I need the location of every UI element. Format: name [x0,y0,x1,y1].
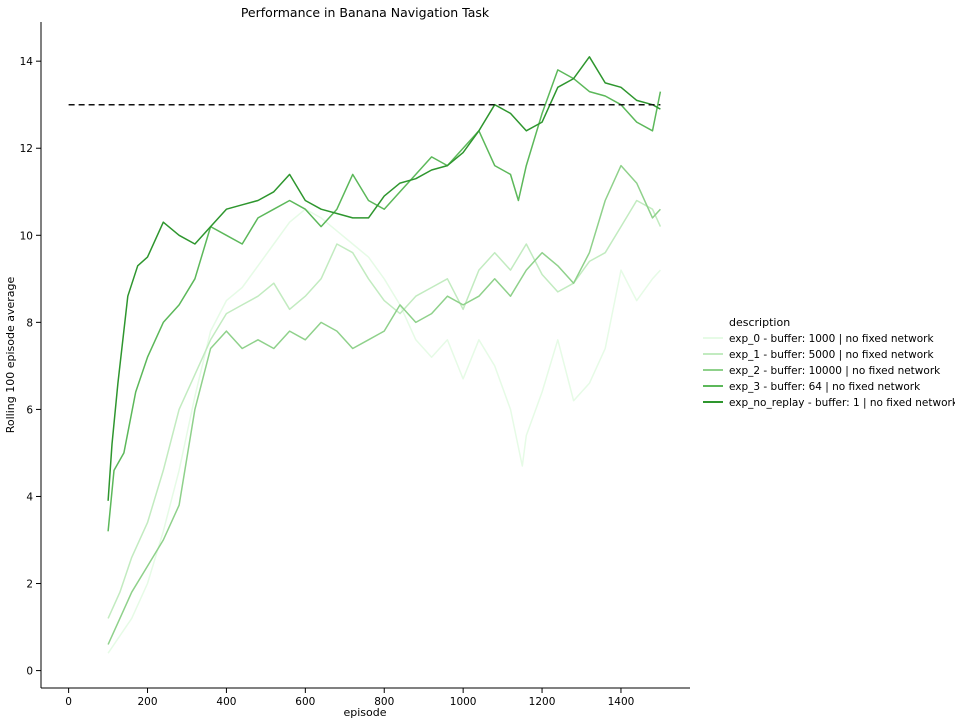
x-axis-label: episode [343,706,386,719]
y-tick-label: 6 [26,404,33,416]
x-tick-label: 600 [295,696,315,708]
x-tick-label: 400 [216,696,236,708]
y-tick-label: 8 [26,317,33,329]
y-tick-label: 2 [26,579,33,591]
x-tick-label: 0 [65,696,72,708]
x-tick-label: 1000 [450,696,477,708]
legend: description exp_0 - buffer: 1000 | no fi… [703,316,955,409]
y-tick-label: 10 [20,230,33,242]
legend-title: description [729,316,790,329]
x-tick-label: 1400 [608,696,635,708]
legend-label-0: exp_0 - buffer: 1000 | no fixed network [729,333,934,345]
y-tick-label: 4 [26,491,33,503]
y-tick-label: 14 [20,56,34,68]
x-axis-ticks: 0 200 400 600 800 1000 1200 1400 [65,688,634,708]
series-line-0 [107,208,661,654]
legend-label-4: exp_no_replay - buffer: 1 | no fixed net… [729,397,955,409]
x-tick-label: 1200 [529,696,556,708]
y-axis-label: Rolling 100 episode average [4,277,17,434]
legend-label-3: exp_3 - buffer: 64 | no fixed network [729,381,921,393]
x-tick-label: 200 [137,696,157,708]
y-tick-label: 12 [20,143,33,155]
x-tick-label: 800 [374,696,394,708]
plot-area [68,56,662,654]
legend-label-2: exp_2 - buffer: 10000 | no fixed network [729,365,941,377]
series-line-3 [107,69,662,532]
series-line-4 [107,56,661,501]
y-axis-ticks: 0 2 4 6 8 10 12 14 [20,56,41,678]
chart-title: Performance in Banana Navigation Task [241,5,490,20]
series-layer [107,56,662,654]
y-tick-label: 0 [26,666,33,678]
series-line-1 [107,199,662,619]
legend-label-1: exp_1 - buffer: 5000 | no fixed network [729,349,934,361]
series-line-2 [107,164,661,645]
